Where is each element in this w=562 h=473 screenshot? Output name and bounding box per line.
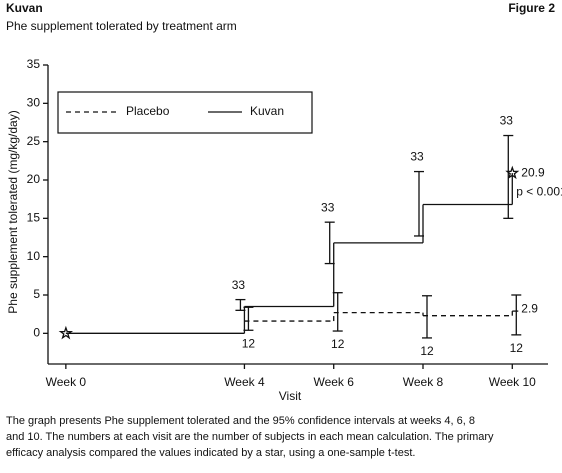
y-tick-label: 20 xyxy=(27,172,41,186)
legend-box xyxy=(57,91,313,134)
y-tick-label: 0 xyxy=(33,326,40,340)
y-tick-label: 25 xyxy=(27,134,41,148)
footnote: and 10. The numbers at each visit are th… xyxy=(6,431,494,443)
n-label: 33 xyxy=(232,278,246,292)
value-label: 20.9 xyxy=(521,165,545,179)
x-tick-label: Week 8 xyxy=(403,375,444,389)
footnote: The graph presents Phe supplement tolera… xyxy=(6,415,475,427)
star-marker xyxy=(58,325,74,340)
y-axis-label: Phe supplement tolerated (mg/kg/day) xyxy=(6,110,20,313)
legend-label: Kuvan xyxy=(250,104,284,118)
y-tick-label: 10 xyxy=(27,249,41,263)
n-label: 33 xyxy=(321,200,335,214)
y-tick-label: 5 xyxy=(33,287,40,301)
annotation: p < 0.001 xyxy=(516,184,562,198)
y-tick-label: 15 xyxy=(27,211,41,225)
n-label: 33 xyxy=(410,150,424,164)
n-label: 12 xyxy=(242,336,256,350)
n-label: 33 xyxy=(500,114,514,128)
x-axis-label: Visit xyxy=(279,389,302,403)
x-tick-label: Week 10 xyxy=(489,375,536,389)
footnote: efficacy analysis compared the values in… xyxy=(6,447,415,459)
chart-title: Phe supplement tolerated by treatment ar… xyxy=(6,19,237,33)
value-label: 2.9 xyxy=(521,301,538,315)
x-tick-label: Week 6 xyxy=(313,375,354,389)
header: Kuvan xyxy=(6,1,43,15)
x-tick-label: Week 4 xyxy=(224,375,265,389)
legend-label: Placebo xyxy=(126,104,170,118)
figure-label: Figure 2 xyxy=(508,1,555,15)
n-label: 12 xyxy=(420,344,434,358)
x-tick-label: Week 0 xyxy=(46,375,87,389)
y-tick-label: 30 xyxy=(27,96,41,110)
n-label: 12 xyxy=(331,337,345,351)
y-tick-label: 35 xyxy=(27,57,41,71)
n-label: 12 xyxy=(510,341,524,355)
